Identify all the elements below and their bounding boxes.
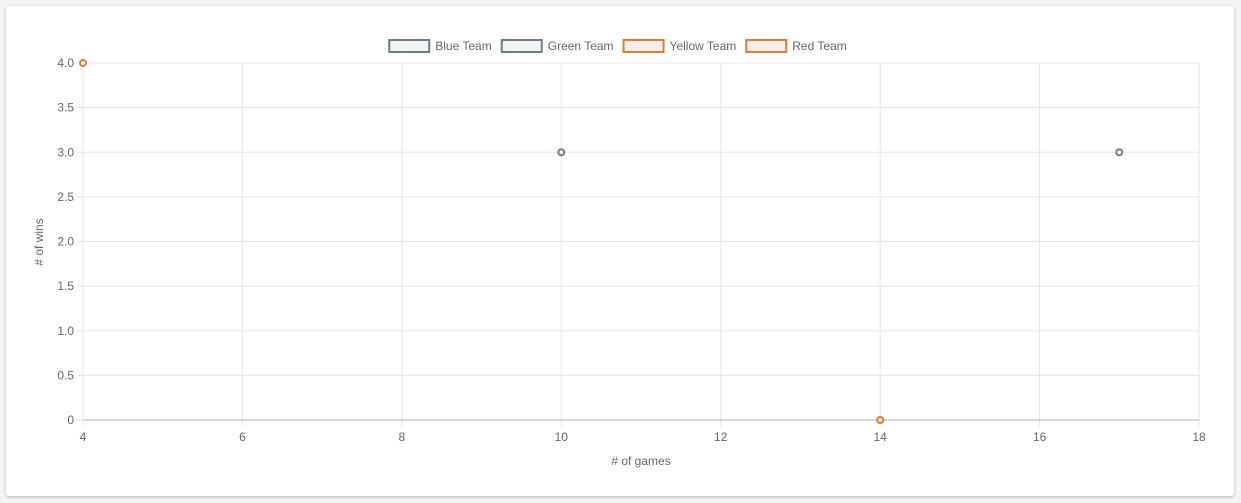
legend-item[interactable]: Red Team [745,39,847,53]
x-tick-label: 6 [239,430,246,444]
legend-label: Blue Team [435,39,491,53]
data-point[interactable] [876,416,885,424]
x-tick-label: 14 [873,430,887,444]
x-tick-label: 16 [1033,430,1047,444]
legend-label: Green Team [548,39,614,53]
y-tick-label: 0 [67,413,74,427]
legend-swatch [388,39,431,53]
legend-swatch [745,39,788,53]
chart-card [6,6,1234,496]
legend-label: Red Team [792,39,846,53]
y-tick-label: 2.5 [57,190,74,204]
legend-item[interactable]: Green Team [500,39,614,53]
legend-item[interactable]: Blue Team [388,39,492,53]
x-tick-label: 12 [714,430,728,444]
grid-lines [77,62,1200,426]
y-tick-label: 3.5 [57,101,74,115]
data-points [79,59,1124,424]
x-tick-label: 18 [1192,430,1206,444]
y-tick-label: 3.0 [57,145,74,159]
data-point[interactable] [1115,148,1124,157]
y-tick-label: 0.5 [57,368,74,382]
y-tick-label: 1.5 [57,279,74,293]
y-tick-label: 4.0 [57,56,74,70]
legend-swatch [500,39,543,53]
y-axis-title: # of wins [32,218,46,265]
data-point[interactable] [79,59,87,67]
legend-label: Yellow Team [670,39,737,53]
y-tick-label: 2.0 [57,235,74,249]
y-tick-label: 1.0 [57,324,74,338]
legend-item[interactable]: Yellow Team [622,39,737,53]
tick-labels: 4 6 8 10 12 14 16 18 0 0.5 1.0 1.5 2.0 2.5 3.0 3.5 4.0 [57,56,1206,444]
axes [82,63,1199,421]
x-tick-label: 8 [399,430,406,444]
x-tick-label: 4 [80,430,87,444]
legend-swatch [622,39,665,53]
x-axis-title: # of games [611,454,670,468]
data-point[interactable] [557,148,566,157]
x-tick-label: 10 [555,430,569,444]
legend[interactable]: Blue Team Green Team Yellow Team Red Team [388,39,847,53]
